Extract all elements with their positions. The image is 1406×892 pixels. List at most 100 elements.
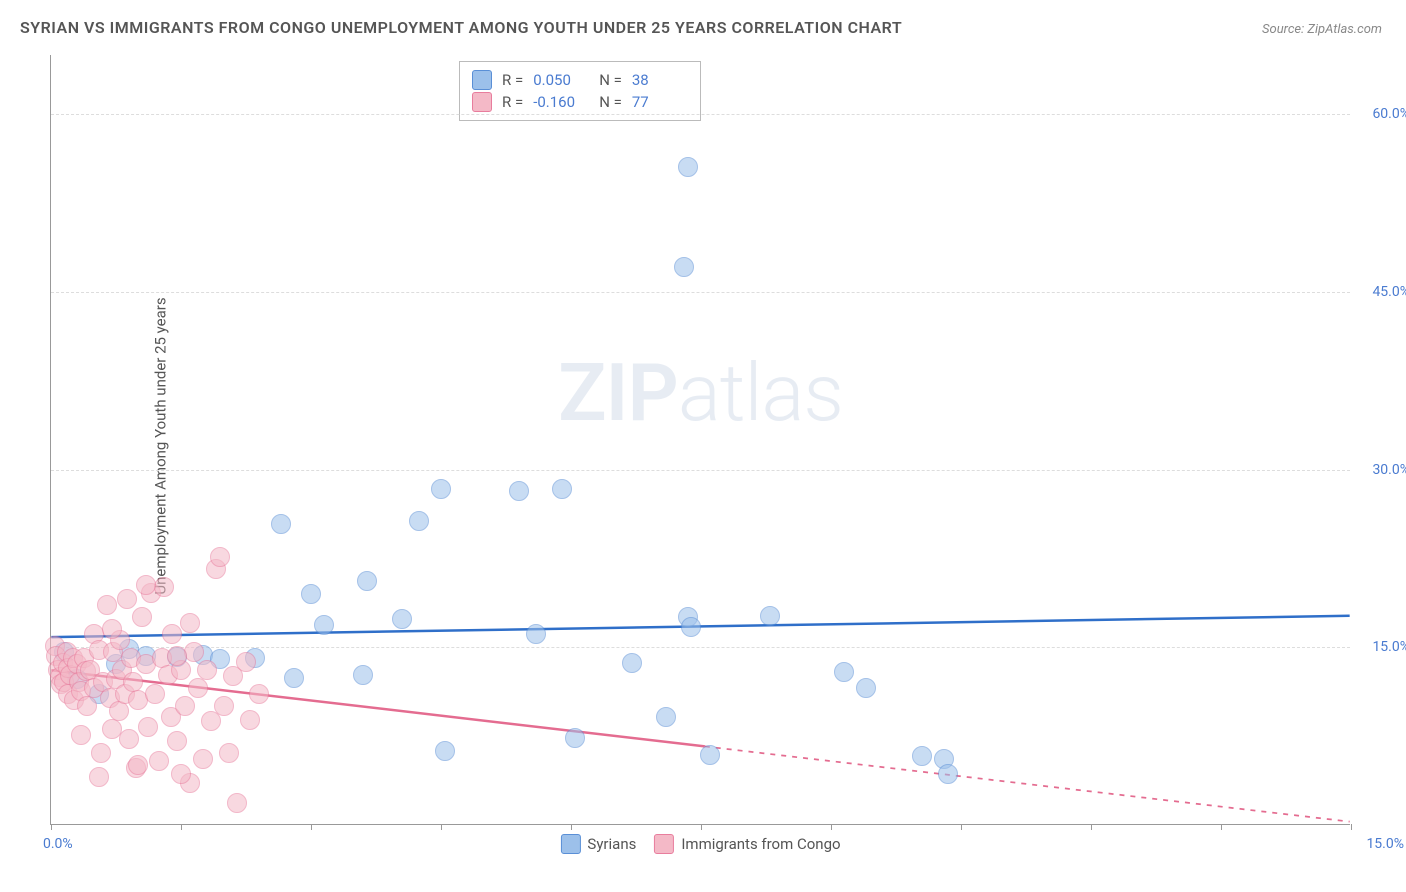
legend-item-syrians: Syrians <box>560 834 636 854</box>
y-tick-label: 15.0% <box>1355 639 1406 655</box>
data-point <box>622 653 642 673</box>
gridline <box>51 292 1350 293</box>
n-value: 38 <box>632 71 688 89</box>
gridline <box>51 470 1350 471</box>
data-point <box>97 595 117 615</box>
x-tick-mark <box>571 824 572 830</box>
data-point <box>210 547 230 567</box>
data-point <box>214 696 234 716</box>
data-point <box>834 662 854 682</box>
data-point <box>236 652 256 672</box>
data-point <box>167 646 187 666</box>
series-legend: Syrians Immigrants from Congo <box>560 834 840 854</box>
data-point <box>109 701 129 721</box>
data-point <box>526 624 546 644</box>
x-tick-mark <box>1351 824 1352 830</box>
data-point <box>184 642 204 662</box>
data-point <box>162 624 182 644</box>
x-tick-mark <box>831 824 832 830</box>
data-point <box>77 696 97 716</box>
watermark: ZIPatlas <box>558 346 843 440</box>
x-tick-mark <box>1221 824 1222 830</box>
data-point <box>193 749 213 769</box>
data-point <box>314 615 334 635</box>
y-tick-label: 30.0% <box>1355 462 1406 478</box>
x-tick-left: 0.0% <box>43 836 73 852</box>
swatch-syrians <box>472 70 492 90</box>
r-value: 0.050 <box>533 71 589 89</box>
data-point <box>271 514 291 534</box>
data-point <box>240 710 260 730</box>
r-value: -0.160 <box>533 93 589 111</box>
data-point <box>227 793 247 813</box>
data-point <box>284 668 304 688</box>
data-point <box>91 743 111 763</box>
data-point <box>392 609 412 629</box>
stats-row-syrians: R = 0.050 N = 38 <box>472 70 688 90</box>
scatter-plot: ZIPatlas R = 0.050 N = 38 R = -0.160 N =… <box>50 55 1350 825</box>
data-point <box>912 746 932 766</box>
legend-label: Syrians <box>587 835 636 853</box>
legend-swatch-syrians <box>560 834 580 854</box>
data-point <box>681 617 701 637</box>
r-label: R = <box>502 71 523 89</box>
n-label: N = <box>599 93 622 111</box>
data-point <box>71 725 91 745</box>
data-point <box>149 751 169 771</box>
n-value: 77 <box>632 93 688 111</box>
data-point <box>565 728 585 748</box>
data-point <box>856 678 876 698</box>
chart-title: SYRIAN VS IMMIGRANTS FROM CONGO UNEMPLOY… <box>20 18 902 37</box>
data-point <box>552 479 572 499</box>
data-point <box>409 511 429 531</box>
x-tick-right: 15.0% <box>1366 836 1404 852</box>
x-tick-mark <box>311 824 312 830</box>
data-point <box>197 660 217 680</box>
data-point <box>435 741 455 761</box>
r-label: R = <box>502 93 523 111</box>
stats-legend: R = 0.050 N = 38 R = -0.160 N = 77 <box>459 61 701 121</box>
data-point <box>700 745 720 765</box>
data-point <box>301 584 321 604</box>
data-point <box>938 764 958 784</box>
x-tick-mark <box>961 824 962 830</box>
data-point <box>117 589 137 609</box>
data-point <box>119 729 139 749</box>
x-tick-mark <box>51 824 52 830</box>
swatch-congo <box>472 92 492 112</box>
data-point <box>128 755 148 775</box>
gridline <box>51 647 1350 648</box>
x-tick-mark <box>701 824 702 830</box>
data-point <box>145 684 165 704</box>
data-point <box>760 606 780 626</box>
data-point <box>431 479 451 499</box>
data-point <box>171 764 191 784</box>
data-point <box>509 481 529 501</box>
data-point <box>167 731 187 751</box>
data-point <box>353 665 373 685</box>
x-tick-mark <box>181 824 182 830</box>
data-point <box>136 575 156 595</box>
legend-item-congo: Immigrants from Congo <box>654 834 840 854</box>
gridline <box>51 114 1350 115</box>
data-point <box>219 743 239 763</box>
data-point <box>89 767 109 787</box>
y-tick-label: 60.0% <box>1355 106 1406 122</box>
data-point <box>674 257 694 277</box>
legend-label: Immigrants from Congo <box>681 835 840 853</box>
y-tick-label: 45.0% <box>1355 284 1406 300</box>
watermark-atlas: atlas <box>678 346 843 440</box>
x-tick-mark <box>1091 824 1092 830</box>
data-point <box>180 613 200 633</box>
data-point <box>175 696 195 716</box>
data-point <box>357 571 377 591</box>
x-tick-mark <box>441 824 442 830</box>
data-point <box>102 619 122 639</box>
data-point <box>138 717 158 737</box>
source-label: Source: ZipAtlas.com <box>1262 22 1382 37</box>
watermark-zip: ZIP <box>558 346 678 440</box>
data-point <box>656 707 676 727</box>
data-point <box>249 684 269 704</box>
data-point <box>154 577 174 597</box>
data-point <box>678 157 698 177</box>
